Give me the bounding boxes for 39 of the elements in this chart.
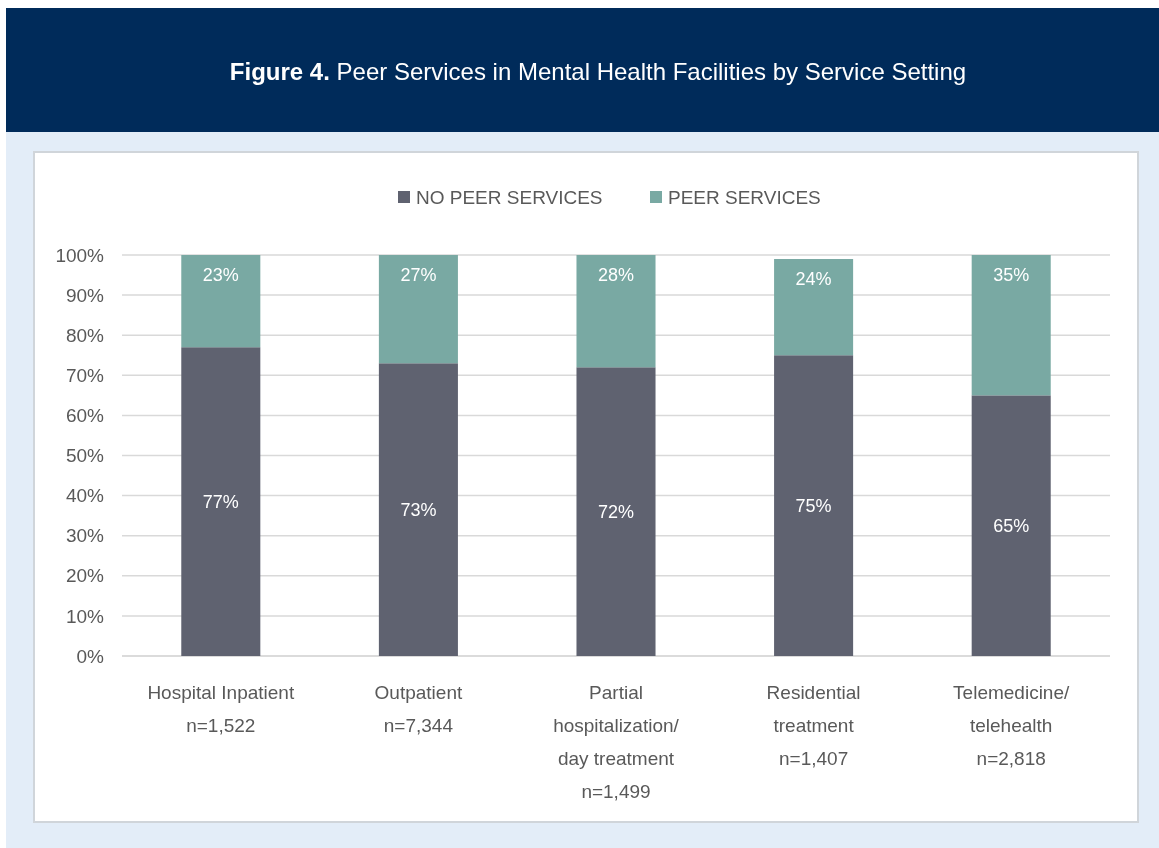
y-tick-label: 20%: [65, 565, 105, 587]
y-tick-label: 60%: [65, 405, 105, 427]
legend-label: NO PEER SERVICES: [416, 186, 603, 208]
legend-label: PEER SERVICES: [668, 186, 821, 208]
data-label: 35%: [993, 265, 1030, 286]
data-label: 23%: [202, 265, 239, 286]
chart-title: Figure 4. Peer Services in Mental Health Facilities by Service Setting: [229, 58, 967, 86]
bar: [774, 355, 854, 656]
data-label: 75%: [795, 495, 832, 516]
x-tick-label: Partial hospitalization/ day treatment n=1,499: [553, 681, 680, 803]
bar: [576, 255, 656, 368]
x-tick-label: Outpatient n=7,344: [374, 681, 463, 736]
x-tick-label: Telemedicine/ telehealth n=2,818: [953, 681, 1071, 770]
bar: [181, 255, 261, 348]
y-tick-label: 70%: [65, 364, 105, 386]
y-tick-label: 0%: [76, 645, 105, 667]
bar: [971, 395, 1051, 656]
bar: [576, 367, 656, 656]
bar: [971, 255, 1051, 396]
data-label: 72%: [597, 501, 635, 522]
y-tick-label: 10%: [65, 605, 105, 627]
data-label: 24%: [795, 269, 832, 290]
y-tick-label: 30%: [65, 525, 105, 547]
y-tick-label: 90%: [65, 284, 105, 306]
data-label: 77%: [202, 491, 239, 512]
bar: [378, 363, 458, 656]
data-label: 27%: [400, 265, 437, 286]
x-tick-label: Hospital Inpatient n=1,522: [147, 681, 295, 736]
y-tick-label: 80%: [65, 324, 105, 346]
data-label: 65%: [993, 515, 1030, 536]
bar: [378, 255, 458, 364]
y-tick-label: 40%: [65, 485, 105, 507]
x-tick-label: Residential treatment n=1,407: [766, 681, 861, 770]
data-label: 73%: [400, 499, 437, 520]
bar: [181, 347, 261, 656]
y-tick-label: 100%: [55, 244, 105, 266]
data-label: 28%: [597, 265, 635, 286]
y-tick-label: 50%: [65, 445, 105, 467]
bar: [774, 259, 854, 356]
